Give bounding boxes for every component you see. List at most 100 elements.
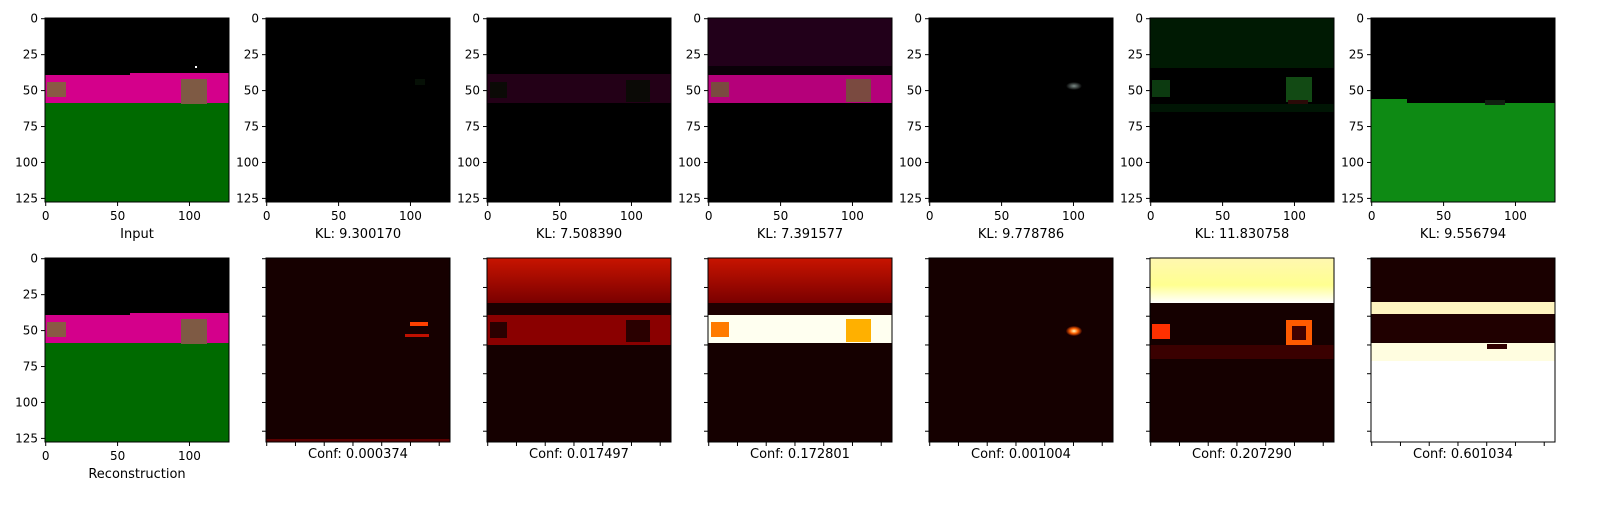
mask-2-panel xyxy=(487,258,671,442)
panel-frame xyxy=(265,257,451,443)
panel-caption: KL: 11.830758 xyxy=(1195,227,1290,242)
panel-caption: Conf: 0.207290 xyxy=(1192,447,1292,462)
panel-frame xyxy=(1370,17,1556,203)
y-tick-label: 50 xyxy=(465,84,480,98)
x-tick-label: 100 xyxy=(178,449,201,463)
panel-caption: Conf: 0.601034 xyxy=(1413,447,1513,462)
panel-frame xyxy=(1149,257,1335,443)
y-tick-label: 100 xyxy=(899,155,922,169)
y-tick-label: 0 xyxy=(693,12,701,26)
y-tick-label: 50 xyxy=(244,84,259,98)
y-tick-label: 50 xyxy=(686,84,701,98)
y-tick-label: 100 xyxy=(457,155,480,169)
y-tick-label: 75 xyxy=(907,120,922,134)
mask-6-panel xyxy=(1371,258,1555,442)
x-tick-label: 0 xyxy=(705,209,713,223)
y-tick-label: 125 xyxy=(236,191,259,205)
y-tick-label: 25 xyxy=(1349,48,1364,62)
x-tick-label: 0 xyxy=(263,209,271,223)
y-tick-label: 125 xyxy=(899,191,922,205)
reconstruction-panel xyxy=(45,258,229,442)
y-tick-label: 0 xyxy=(914,12,922,26)
y-tick-label: 125 xyxy=(1120,191,1143,205)
y-tick-label: 50 xyxy=(1128,84,1143,98)
y-tick-label: 0 xyxy=(472,12,480,26)
panel-caption: Conf: 0.017497 xyxy=(529,447,629,462)
y-tick-label: 0 xyxy=(30,12,38,26)
x-tick-label: 0 xyxy=(42,209,50,223)
mask-4-panel xyxy=(929,258,1113,442)
y-tick-label: 25 xyxy=(686,48,701,62)
y-tick-label: 25 xyxy=(23,288,38,302)
slot-3-panel xyxy=(708,18,892,202)
x-tick-label: 0 xyxy=(926,209,934,223)
y-tick-label: 125 xyxy=(15,191,38,205)
panel-frame xyxy=(1149,17,1335,203)
y-tick-label: 0 xyxy=(1356,12,1364,26)
panel-frame xyxy=(928,257,1114,443)
y-tick-label: 0 xyxy=(30,252,38,266)
y-tick-label: 75 xyxy=(244,120,259,134)
panel-caption: KL: 9.778786 xyxy=(978,227,1064,242)
slot-1-panel xyxy=(266,18,450,202)
y-tick-label: 75 xyxy=(465,120,480,134)
y-tick-label: 75 xyxy=(686,120,701,134)
panel-frame xyxy=(707,17,893,203)
input-panel xyxy=(45,18,229,202)
x-tick-label: 100 xyxy=(1504,209,1527,223)
slot-2-panel xyxy=(487,18,671,202)
y-tick-label: 100 xyxy=(15,155,38,169)
mask-3-panel xyxy=(708,258,892,442)
y-tick-label: 75 xyxy=(23,120,38,134)
x-tick-label: 0 xyxy=(1147,209,1155,223)
mask-5-panel xyxy=(1150,258,1334,442)
panel-caption: Conf: 0.000374 xyxy=(308,447,408,462)
panel-caption: Conf: 0.001004 xyxy=(971,447,1071,462)
mask-1-panel xyxy=(266,258,450,442)
panel-frame xyxy=(1370,257,1556,443)
x-tick-label: 0 xyxy=(1368,209,1376,223)
x-tick-label: 50 xyxy=(1215,209,1230,223)
panel-caption: KL: 9.300170 xyxy=(315,227,401,242)
slot-4-panel xyxy=(929,18,1113,202)
x-tick-label: 50 xyxy=(773,209,788,223)
x-tick-label: 0 xyxy=(42,449,50,463)
x-tick-label: 0 xyxy=(484,209,492,223)
x-tick-label: 100 xyxy=(399,209,422,223)
y-tick-label: 25 xyxy=(907,48,922,62)
panel-frame xyxy=(486,257,672,443)
y-tick-label: 50 xyxy=(907,84,922,98)
y-tick-label: 25 xyxy=(465,48,480,62)
y-tick-label: 25 xyxy=(244,48,259,62)
panel-caption: Conf: 0.172801 xyxy=(750,447,850,462)
panel-caption: KL: 9.556794 xyxy=(1420,227,1506,242)
x-tick-label: 100 xyxy=(620,209,643,223)
x-tick-label: 50 xyxy=(110,449,125,463)
y-tick-label: 100 xyxy=(1120,155,1143,169)
y-tick-label: 50 xyxy=(1349,84,1364,98)
panel-caption: KL: 7.391577 xyxy=(757,227,843,242)
slot-5-panel xyxy=(1150,18,1334,202)
x-tick-label: 50 xyxy=(552,209,567,223)
panel-frame xyxy=(928,17,1114,203)
y-tick-label: 75 xyxy=(1128,120,1143,134)
x-tick-label: 100 xyxy=(1062,209,1085,223)
panel-frame xyxy=(486,17,672,203)
panel-caption: KL: 7.508390 xyxy=(536,227,622,242)
y-tick-label: 125 xyxy=(1341,191,1364,205)
y-tick-label: 50 xyxy=(23,324,38,338)
y-tick-label: 75 xyxy=(23,360,38,374)
x-tick-label: 100 xyxy=(1283,209,1306,223)
panel-frame xyxy=(44,17,230,203)
y-tick-label: 50 xyxy=(23,84,38,98)
y-tick-label: 125 xyxy=(15,431,38,445)
panel-frame xyxy=(707,257,893,443)
x-tick-label: 100 xyxy=(178,209,201,223)
y-tick-label: 125 xyxy=(457,191,480,205)
y-tick-label: 100 xyxy=(678,155,701,169)
y-tick-label: 25 xyxy=(23,48,38,62)
x-tick-label: 50 xyxy=(331,209,346,223)
x-tick-label: 50 xyxy=(994,209,1009,223)
x-tick-label: 50 xyxy=(110,209,125,223)
